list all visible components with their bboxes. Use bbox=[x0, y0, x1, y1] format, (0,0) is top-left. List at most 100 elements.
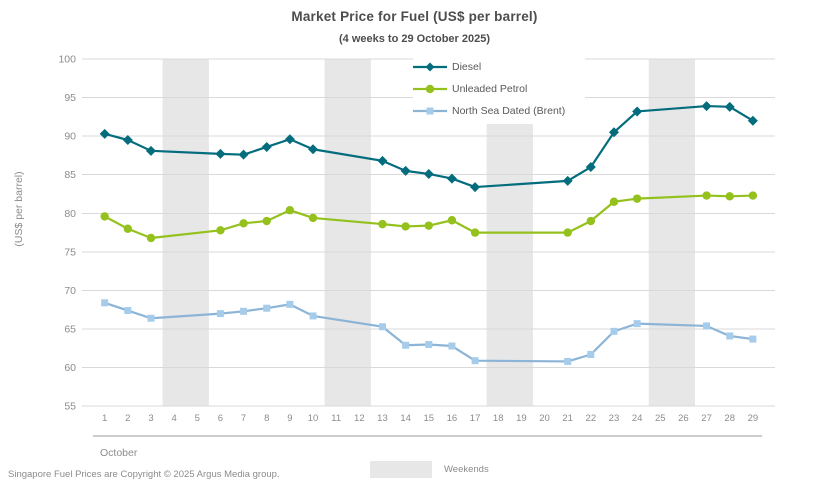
legend-label-diesel: Diesel bbox=[452, 61, 482, 73]
x-tick-label: 13 bbox=[377, 413, 388, 424]
data-point-unleaded-petrol-27 bbox=[702, 191, 711, 200]
data-point-north-sea-dated-brent-3 bbox=[147, 314, 155, 322]
series-north-sea-dated-brent-line bbox=[104, 301, 754, 363]
x-tick-label: 15 bbox=[423, 413, 434, 424]
month-label: October bbox=[100, 447, 138, 459]
y-tick-label: 65 bbox=[64, 324, 76, 336]
legend-label-north-sea-dated-brent: North Sea Dated (Brent) bbox=[452, 105, 566, 117]
legend-item-unleaded-petrol: Unleaded Petrol bbox=[413, 78, 585, 100]
data-point-unleaded-petrol-6 bbox=[216, 226, 225, 235]
data-point-unleaded-petrol-16 bbox=[447, 216, 457, 225]
data-point-diesel-28 bbox=[724, 101, 735, 112]
x-tick-label: 22 bbox=[586, 413, 597, 424]
x-tick-label: 9 bbox=[287, 413, 292, 424]
data-point-north-sea-dated-brent-22 bbox=[587, 351, 595, 359]
data-point-north-sea-dated-brent-8 bbox=[263, 304, 271, 312]
data-point-unleaded-petrol-8 bbox=[262, 216, 271, 226]
x-tick-label: 29 bbox=[748, 413, 759, 424]
y-tick-label: 85 bbox=[64, 169, 76, 181]
data-point-north-sea-dated-brent-23 bbox=[610, 327, 618, 335]
x-tick-label: 6 bbox=[218, 413, 223, 424]
x-tick-label: 1 bbox=[102, 413, 107, 424]
x-tick-label: 2 bbox=[125, 413, 130, 424]
x-tick-label: 4 bbox=[171, 413, 176, 424]
data-point-unleaded-petrol-3 bbox=[146, 233, 156, 243]
x-tick-label: 14 bbox=[400, 413, 411, 424]
data-point-unleaded-petrol-15 bbox=[424, 221, 433, 230]
x-tick-label: 8 bbox=[264, 413, 269, 424]
legend-label-unleaded-petrol: Unleaded Petrol bbox=[452, 83, 528, 95]
data-point-north-sea-dated-brent-29 bbox=[749, 335, 757, 343]
data-point-unleaded-petrol-17 bbox=[470, 228, 480, 237]
data-point-north-sea-dated-brent-6 bbox=[216, 310, 224, 318]
data-point-diesel-27 bbox=[701, 101, 712, 112]
y-tick-label: 75 bbox=[64, 246, 76, 258]
data-point-unleaded-petrol-1 bbox=[100, 212, 109, 221]
data-point-diesel-14 bbox=[400, 165, 411, 176]
data-point-diesel-10 bbox=[308, 144, 319, 155]
y-tick-label: 60 bbox=[64, 362, 76, 374]
data-point-unleaded-petrol-7 bbox=[239, 219, 248, 228]
data-point-unleaded-petrol-28 bbox=[725, 192, 734, 201]
series-legend: Diesel Unleaded Petrol North Sea Dated (Br… bbox=[413, 54, 585, 124]
data-point-diesel-6 bbox=[215, 148, 226, 159]
x-tick-label: 23 bbox=[609, 413, 620, 424]
weekend-band bbox=[648, 59, 695, 407]
data-point-north-sea-dated-brent-28 bbox=[726, 332, 734, 340]
y-tick-label: 100 bbox=[58, 54, 76, 66]
data-point-north-sea-dated-brent-10 bbox=[309, 312, 317, 320]
y-tick-label: 70 bbox=[64, 285, 76, 297]
data-point-diesel-24 bbox=[632, 106, 643, 117]
weekends-label: Weekends bbox=[444, 464, 489, 475]
data-point-unleaded-petrol-22 bbox=[586, 216, 596, 226]
x-tick-label: 10 bbox=[308, 413, 319, 424]
data-point-diesel-9 bbox=[284, 134, 295, 145]
chart-subtitle: (4 weeks to 29 October 2025) bbox=[338, 33, 490, 45]
data-point-north-sea-dated-brent-21 bbox=[564, 357, 572, 365]
y-tick-label: 90 bbox=[64, 131, 76, 143]
data-point-unleaded-petrol-24 bbox=[632, 194, 642, 203]
x-tick-label: 26 bbox=[678, 413, 689, 424]
data-point-diesel-2 bbox=[122, 135, 133, 146]
data-point-unleaded-petrol-14 bbox=[401, 222, 410, 231]
data-point-unleaded-petrol-21 bbox=[563, 228, 572, 237]
x-tick-label: 11 bbox=[331, 413, 341, 424]
data-point-diesel-13 bbox=[377, 155, 388, 166]
data-point-north-sea-dated-brent-2 bbox=[124, 307, 132, 315]
y-tick-label: 55 bbox=[64, 401, 76, 413]
x-tick-label: 12 bbox=[354, 413, 365, 424]
x-tick-label: 28 bbox=[724, 413, 735, 424]
data-point-diesel-1 bbox=[99, 128, 110, 139]
x-tick-label: 25 bbox=[655, 413, 666, 424]
x-tick-label: 3 bbox=[148, 413, 153, 424]
data-point-unleaded-petrol-2 bbox=[123, 224, 133, 233]
data-point-north-sea-dated-brent-15 bbox=[425, 340, 433, 348]
y-axis-title: (US$ per barrel) bbox=[13, 171, 25, 247]
x-tick-label: 19 bbox=[516, 413, 527, 424]
data-point-diesel-8 bbox=[261, 141, 272, 152]
data-point-diesel-23 bbox=[608, 127, 619, 138]
data-point-north-sea-dated-brent-1 bbox=[101, 299, 109, 307]
x-tick-label: 5 bbox=[195, 413, 200, 424]
data-point-diesel-3 bbox=[145, 145, 156, 156]
x-tick-label: 20 bbox=[539, 413, 550, 424]
legend-marker-diesel bbox=[413, 62, 447, 72]
data-point-unleaded-petrol-9 bbox=[285, 206, 295, 215]
x-tick-label: 21 bbox=[562, 413, 573, 424]
data-point-north-sea-dated-brent-14 bbox=[402, 341, 410, 349]
y-tick-label: 80 bbox=[64, 208, 76, 220]
data-point-unleaded-petrol-23 bbox=[609, 197, 619, 206]
data-point-unleaded-petrol-10 bbox=[308, 213, 318, 223]
copyright-note: Singapore Fuel Prices are Copyright © 20… bbox=[8, 469, 280, 480]
weekends-swatch bbox=[370, 461, 432, 478]
y-tick-label: 95 bbox=[64, 92, 76, 104]
data-point-north-sea-dated-brent-17 bbox=[471, 357, 479, 365]
chart-title: Market Price for Fuel (US$ per barrel) bbox=[291, 9, 538, 24]
legend-marker-unleaded-petrol bbox=[413, 84, 447, 94]
data-point-diesel-15 bbox=[423, 168, 434, 179]
data-point-north-sea-dated-brent-16 bbox=[448, 342, 456, 350]
x-tick-label: 24 bbox=[632, 413, 643, 424]
x-tick-label: 17 bbox=[470, 413, 481, 424]
